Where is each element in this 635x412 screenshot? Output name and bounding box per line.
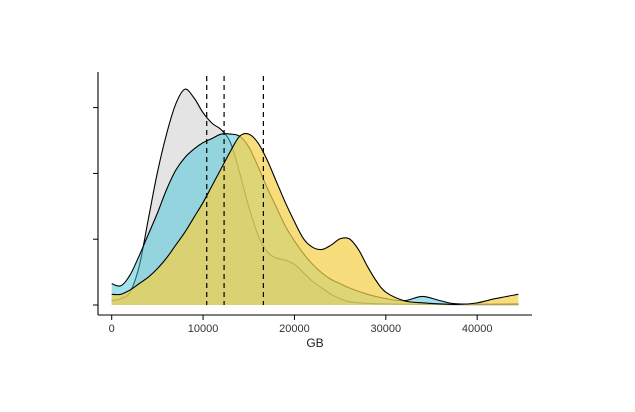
x-tick-label: 30000	[371, 323, 402, 335]
x-tick-label: 0	[109, 323, 115, 335]
x-tick-label: 20000	[279, 323, 310, 335]
density-outline-3	[111, 132, 519, 305]
x-tick-label: 40000	[462, 323, 493, 335]
density-areas	[111, 88, 519, 306]
axes: 0 10000 20000 30000 40000	[93, 72, 532, 335]
y-ticks	[93, 107, 98, 306]
reference-lines	[206, 76, 264, 305]
density-area-3	[111, 133, 519, 305]
x-tick-label: 10000	[188, 323, 219, 335]
x-axis-title: GB	[306, 336, 323, 350]
x-ticks: 0 10000 20000 30000 40000	[109, 315, 493, 335]
